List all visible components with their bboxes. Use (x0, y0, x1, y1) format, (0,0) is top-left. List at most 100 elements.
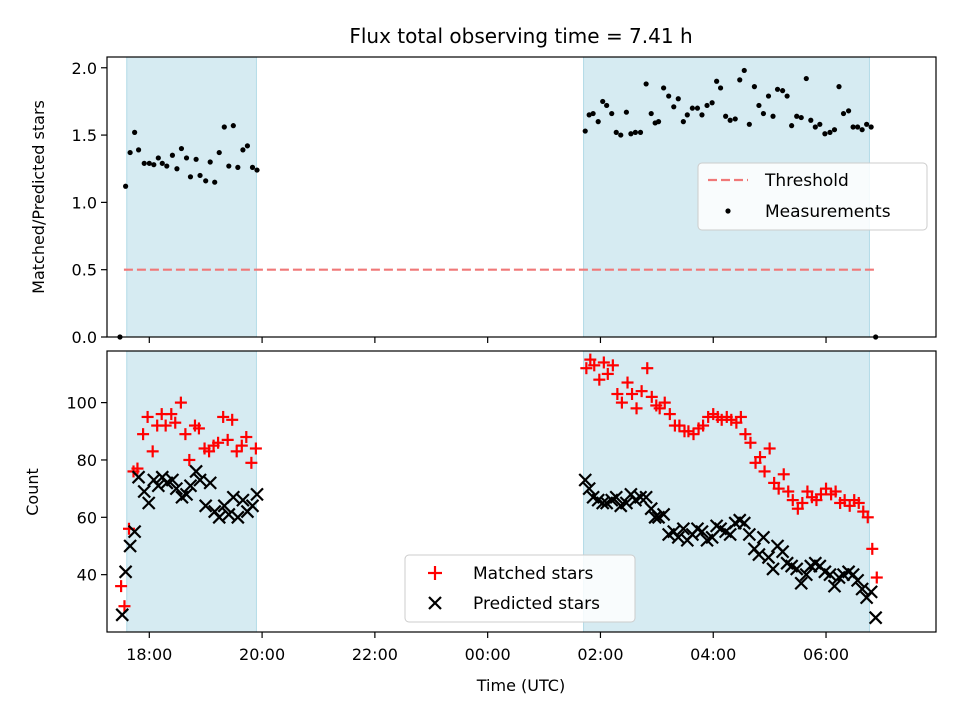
count-y-ticks: 40 60 80 100 (66, 394, 107, 585)
matched-star-point (245, 456, 258, 469)
measurement-point (704, 102, 710, 109)
x-tick-label: 06:00 (803, 645, 849, 664)
measurement-point (798, 114, 804, 121)
measurement-point (737, 77, 743, 83)
ratio-legend-box (697, 162, 928, 231)
predicted-star-point (619, 496, 634, 510)
measurement-point (655, 119, 662, 125)
matched-star-point (758, 465, 771, 478)
matched-stars-series (115, 353, 883, 613)
predicted-star-point (189, 464, 203, 479)
measurement-point (127, 149, 133, 156)
x-tick-label: 20:00 (239, 645, 285, 664)
predicted-star-point (231, 510, 245, 525)
matched-star-point (621, 376, 634, 389)
count-y-axis-label: Count (23, 468, 42, 516)
ratio-y-axis-label: Matched/Predicted stars (29, 100, 48, 294)
matched-star-point (131, 462, 144, 475)
measurement-point (586, 112, 592, 118)
measurement-point (741, 67, 747, 74)
y-tick-label: 1.5 (72, 126, 97, 145)
measurement-point (604, 102, 610, 109)
measurement-point (784, 93, 790, 99)
count-panel: 40 60 80 100 18:00 20:00 22:00 00:00 02:00 04:00… (23, 350, 937, 695)
matched-star-point (226, 413, 239, 426)
matched-star-point (217, 410, 230, 423)
predicted-star-point (141, 496, 156, 510)
matched-stars-legend-swatch (428, 566, 442, 580)
measurement-point (845, 108, 852, 114)
predicted-star-point (676, 521, 691, 536)
measurements-series (117, 67, 879, 340)
predicted-star-point (639, 490, 653, 505)
matched-star-point (744, 436, 757, 449)
x-tick-label: 18:00 (126, 645, 172, 664)
matched-star-point (734, 410, 747, 423)
matched-star-point (169, 416, 182, 429)
predicted-star-point (595, 496, 610, 510)
measurement-point (230, 123, 236, 129)
measurement-point (132, 129, 138, 135)
measurement-point (780, 88, 786, 94)
matched-star-point (249, 442, 262, 455)
ratio-y-ticks: 0.0 0.5 1.0 1.5 2.0 (72, 59, 107, 347)
predicted-star-point (203, 476, 217, 490)
x-axis-label: Time (UTC) (476, 676, 565, 695)
x-tick-label: 00:00 (465, 645, 511, 664)
x-tick-label: 22:00 (352, 645, 398, 664)
measurement-point (675, 96, 681, 102)
predicted-stars-series (115, 464, 883, 625)
measurement-point (244, 143, 251, 149)
count-legend: Matched stars Predicted stars (404, 554, 636, 623)
matched-star-point (796, 496, 809, 509)
predicted-star-point (737, 516, 752, 530)
measurement-point (135, 147, 142, 153)
x-tick-label: 04:00 (690, 645, 736, 664)
measurement-point (689, 105, 695, 111)
matched-star-point (606, 359, 619, 372)
y-tick-label: 2.0 (72, 59, 97, 78)
measurement-point (864, 121, 870, 127)
measurement-point (840, 110, 847, 117)
observing-window-band (126, 350, 257, 633)
measurement-point (789, 123, 795, 129)
matched-star-point (179, 428, 192, 441)
measurement-point (123, 183, 129, 189)
predicted-star-point (766, 562, 780, 576)
measurement-point (661, 85, 667, 91)
measurement-point (609, 110, 615, 117)
predicted-stars-legend-swatch (428, 596, 442, 610)
predicted-star-point (671, 530, 686, 545)
matched-star-point (118, 600, 131, 613)
measurement-point (812, 124, 818, 130)
measurement-point (666, 93, 672, 99)
y-tick-label: 80 (77, 451, 97, 470)
matched-star-point (754, 451, 767, 464)
measurement-point (203, 178, 209, 184)
measurement-point (155, 155, 161, 161)
ratio-panel: 0.00.51.01.52.0 Matched/Predicted stars … (29, 56, 937, 347)
predicted-stars-legend-label: Predicted stars (473, 594, 600, 614)
matched-star-point (597, 356, 610, 369)
matched-star-point (645, 390, 658, 403)
predicted-star-point (850, 573, 865, 588)
matched-star-point (221, 433, 234, 446)
predicted-star-point (823, 567, 837, 582)
predicted-star-point (695, 524, 709, 539)
y-tick-label: 0.0 (72, 328, 97, 347)
predicted-star-point (794, 576, 808, 591)
measurement-point (770, 113, 776, 119)
predicted-star-point (578, 473, 593, 487)
measurement-point (643, 81, 649, 87)
predicted-star-point (151, 478, 166, 493)
matched-star-point (772, 482, 785, 495)
measurement-point (254, 167, 260, 173)
chart-title: Flux total observing time = 7.41 h (349, 24, 692, 48)
ratio-x-ticks (148, 337, 827, 343)
y-tick-label: 0.5 (72, 261, 97, 280)
measurement-point (717, 85, 724, 91)
measurement-point (628, 131, 634, 137)
predicted-star-point (761, 550, 776, 565)
count-legend-box (404, 554, 636, 623)
